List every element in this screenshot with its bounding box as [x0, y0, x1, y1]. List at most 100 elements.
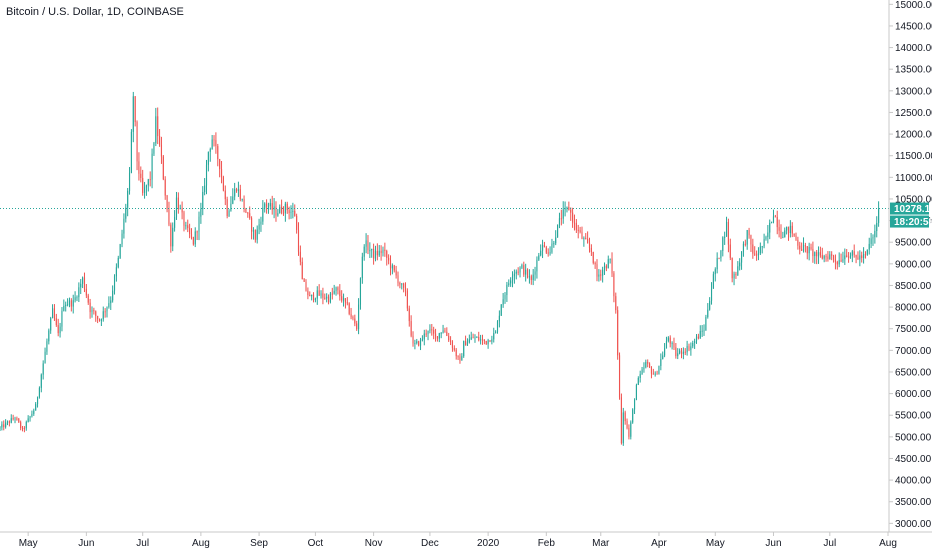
candle-body [168, 209, 170, 225]
candle-body [282, 212, 285, 214]
candle-body [399, 283, 401, 285]
candle-body [613, 273, 615, 297]
candle-body [457, 356, 459, 358]
candle-body [729, 244, 731, 258]
candle-body [585, 238, 587, 240]
candle-body [500, 304, 502, 316]
candle-body [100, 319, 102, 321]
candle-body [617, 310, 619, 356]
candle-body [397, 275, 399, 284]
candle-body [305, 281, 307, 291]
candle-body [568, 206, 570, 210]
candle-body [324, 297, 326, 299]
candle-body [348, 303, 350, 314]
candle-body [572, 212, 574, 223]
candle-body [401, 283, 403, 285]
candle-body [232, 196, 234, 204]
candle-body [598, 274, 600, 277]
candle-body [130, 131, 132, 173]
price-tick-label: 13000.00 [895, 86, 932, 97]
candle-body [33, 410, 35, 414]
candle-body [716, 258, 718, 270]
candle-body [866, 249, 868, 255]
candle-body [294, 210, 296, 216]
candle-body [784, 230, 786, 238]
candle-body [453, 348, 455, 350]
candle-body [412, 335, 414, 344]
candle-body [793, 233, 795, 236]
candle-body [361, 256, 363, 279]
candle-body [427, 330, 429, 334]
candle-body [303, 279, 305, 282]
price-tick-label: 9000.00 [895, 259, 932, 270]
candle-body [102, 311, 104, 320]
candle-body [339, 290, 341, 297]
candle-body [481, 339, 484, 341]
time-axis[interactable]: May Jun Jul Aug Sep Oct Nov Dec 2020 Feb Mar Apr May… [0, 531, 932, 549]
candle-body [93, 309, 95, 312]
candle-body [57, 325, 59, 334]
candle-body [513, 273, 515, 277]
candle-body [341, 296, 343, 301]
candle-body [525, 269, 527, 275]
candle-body [299, 251, 301, 262]
candle-body [89, 302, 91, 313]
time-tick-label: May [706, 538, 725, 549]
candle-body [707, 309, 709, 318]
candle-body [703, 330, 705, 332]
time-tick-label: 2020 [477, 538, 500, 549]
candle-body [870, 238, 872, 244]
candle-body [579, 230, 581, 232]
candle-body [202, 191, 204, 210]
candle-body [243, 198, 245, 209]
candle-body [725, 222, 728, 237]
candle-body [637, 378, 639, 385]
candle-body [632, 409, 634, 423]
candle-body [673, 343, 675, 348]
candle-body [814, 252, 816, 257]
candle-body [551, 243, 553, 253]
candle-body [393, 265, 395, 271]
candle-body [226, 199, 228, 217]
candle-body [384, 249, 386, 252]
candle-body [389, 260, 392, 269]
candle-body [592, 252, 594, 263]
candle-body [363, 246, 365, 257]
candle-body [450, 340, 452, 342]
candle-body [859, 255, 861, 260]
candle-body [159, 136, 161, 145]
candle-body [536, 259, 538, 272]
candle-body [448, 335, 450, 341]
candle-body [16, 418, 18, 420]
candle-body [823, 256, 825, 259]
candle-body [789, 225, 791, 234]
candle-body [196, 231, 198, 233]
candle-body [83, 277, 86, 289]
candle-body [649, 363, 651, 368]
price-tick-label: 12000.00 [895, 130, 932, 141]
candle-body [718, 258, 720, 260]
candle-body [42, 363, 44, 375]
time-tick-label: Jun [765, 538, 781, 549]
countdown-label: 18:20:58 [894, 217, 932, 228]
candle-body [438, 333, 440, 339]
candle-body [215, 140, 217, 147]
candle-body [633, 400, 636, 410]
candle-body [451, 341, 454, 349]
candle-body [782, 237, 784, 239]
candle-body [825, 256, 827, 258]
candle-body [219, 159, 221, 170]
candle-body [521, 265, 523, 268]
candle-body [266, 203, 268, 207]
candle-body [863, 254, 865, 258]
candle-body [142, 178, 144, 193]
candle-body [812, 248, 814, 257]
price-axis[interactable]: 3000.00 3500.00 4000.00 4500.00 5000.00 5500.… [888, 0, 932, 532]
candle-body [403, 283, 405, 288]
candle-body [510, 280, 512, 284]
candle-body [331, 293, 333, 295]
price-tick-label: 7000.00 [895, 346, 932, 357]
candle-body [326, 296, 328, 299]
